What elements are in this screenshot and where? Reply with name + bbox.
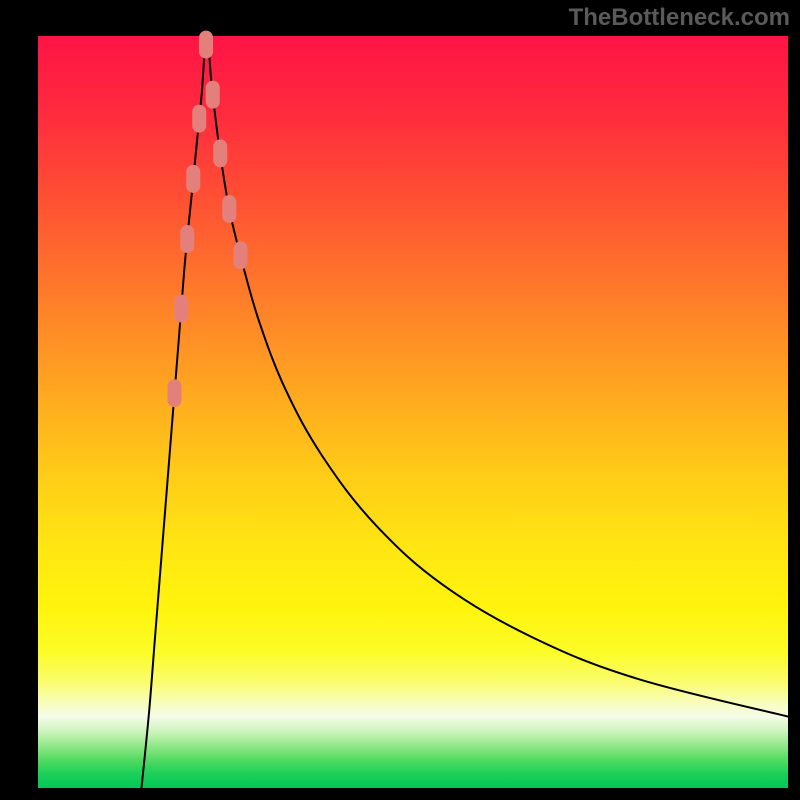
chart-svg (0, 0, 800, 800)
plot-background (38, 36, 788, 788)
curve-marker (234, 241, 248, 269)
watermark-text: TheBottleneck.com (569, 4, 790, 32)
curve-marker (199, 31, 213, 59)
curve-marker (213, 139, 227, 167)
curve-marker (174, 295, 188, 323)
curve-marker (180, 225, 194, 253)
curve-marker (168, 379, 182, 407)
curve-marker (206, 81, 220, 109)
curve-marker (222, 195, 236, 223)
curve-marker (186, 165, 200, 193)
chart-container: TheBottleneck.com (0, 0, 800, 800)
curve-marker (192, 105, 206, 133)
